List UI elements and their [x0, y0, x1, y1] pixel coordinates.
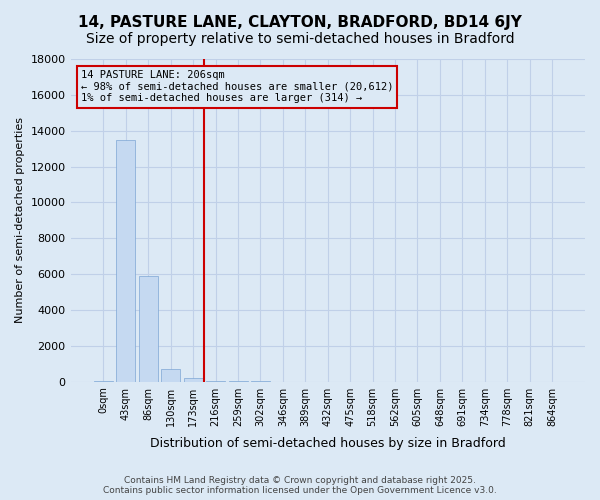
- Bar: [206, 381, 225, 382]
- Text: 14, PASTURE LANE, CLAYTON, BRADFORD, BD14 6JY: 14, PASTURE LANE, CLAYTON, BRADFORD, BD1…: [78, 15, 522, 30]
- Bar: [116, 140, 136, 382]
- Bar: [139, 276, 158, 382]
- Bar: [229, 381, 248, 382]
- Bar: [94, 381, 113, 382]
- Text: Contains HM Land Registry data © Crown copyright and database right 2025.
Contai: Contains HM Land Registry data © Crown c…: [103, 476, 497, 495]
- Bar: [161, 369, 180, 382]
- Y-axis label: Number of semi-detached properties: Number of semi-detached properties: [15, 118, 25, 324]
- Bar: [184, 378, 203, 382]
- X-axis label: Distribution of semi-detached houses by size in Bradford: Distribution of semi-detached houses by …: [150, 437, 506, 450]
- Text: Size of property relative to semi-detached houses in Bradford: Size of property relative to semi-detach…: [86, 32, 514, 46]
- Text: 14 PASTURE LANE: 206sqm
← 98% of semi-detached houses are smaller (20,612)
1% of: 14 PASTURE LANE: 206sqm ← 98% of semi-de…: [81, 70, 394, 104]
